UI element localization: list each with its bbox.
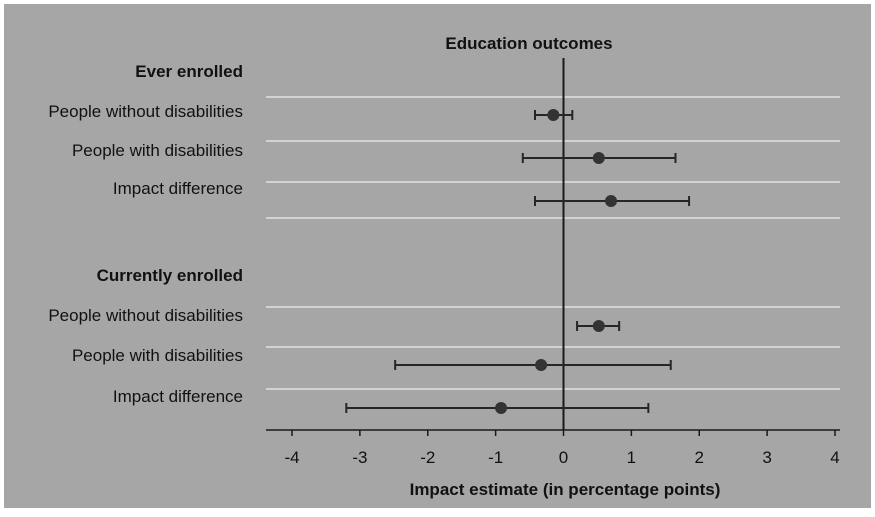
point-estimate-marker xyxy=(592,152,605,164)
x-tick-label: 0 xyxy=(559,448,568,467)
row-label: People with disabilities xyxy=(72,346,243,365)
row-label: People with disabilities xyxy=(72,141,243,160)
point-estimate-marker xyxy=(592,320,605,332)
row-label: People without disabilities xyxy=(48,102,243,121)
row-label: Impact difference xyxy=(113,387,243,406)
confidence-intervals xyxy=(345,110,691,413)
group-heading: Currently enrolled xyxy=(97,266,243,285)
x-axis-ticks: -4 -3 -2 -1 0 1 2 3 4 xyxy=(284,430,840,467)
point-estimate-marker xyxy=(605,195,618,207)
x-tick-label: -4 xyxy=(284,448,299,467)
row-label: People without disabilities xyxy=(48,306,243,325)
point-estimate-marker xyxy=(495,402,508,414)
group-heading: Ever enrolled xyxy=(135,62,243,81)
chart-title: Education outcomes xyxy=(445,34,612,53)
x-axis-label: Impact estimate (in percentage points) xyxy=(410,480,721,499)
x-tick-label: 4 xyxy=(830,448,839,467)
point-estimate-marker xyxy=(535,359,548,371)
row-label: Impact difference xyxy=(113,179,243,198)
group-headings: Ever enrolled Currently enrolled xyxy=(97,62,243,285)
x-tick-label: -2 xyxy=(420,448,435,467)
x-tick-label: 3 xyxy=(762,448,771,467)
point-estimate-marker xyxy=(547,109,560,121)
x-tick-label: -3 xyxy=(352,448,367,467)
row-separators xyxy=(266,96,840,390)
x-tick-label: 1 xyxy=(627,448,636,467)
point-estimates xyxy=(495,109,618,414)
row-labels: People without disabilities People with d… xyxy=(48,102,243,406)
chart-background xyxy=(2,2,873,510)
x-tick-label: -1 xyxy=(488,448,503,467)
x-tick-label: 2 xyxy=(695,448,704,467)
